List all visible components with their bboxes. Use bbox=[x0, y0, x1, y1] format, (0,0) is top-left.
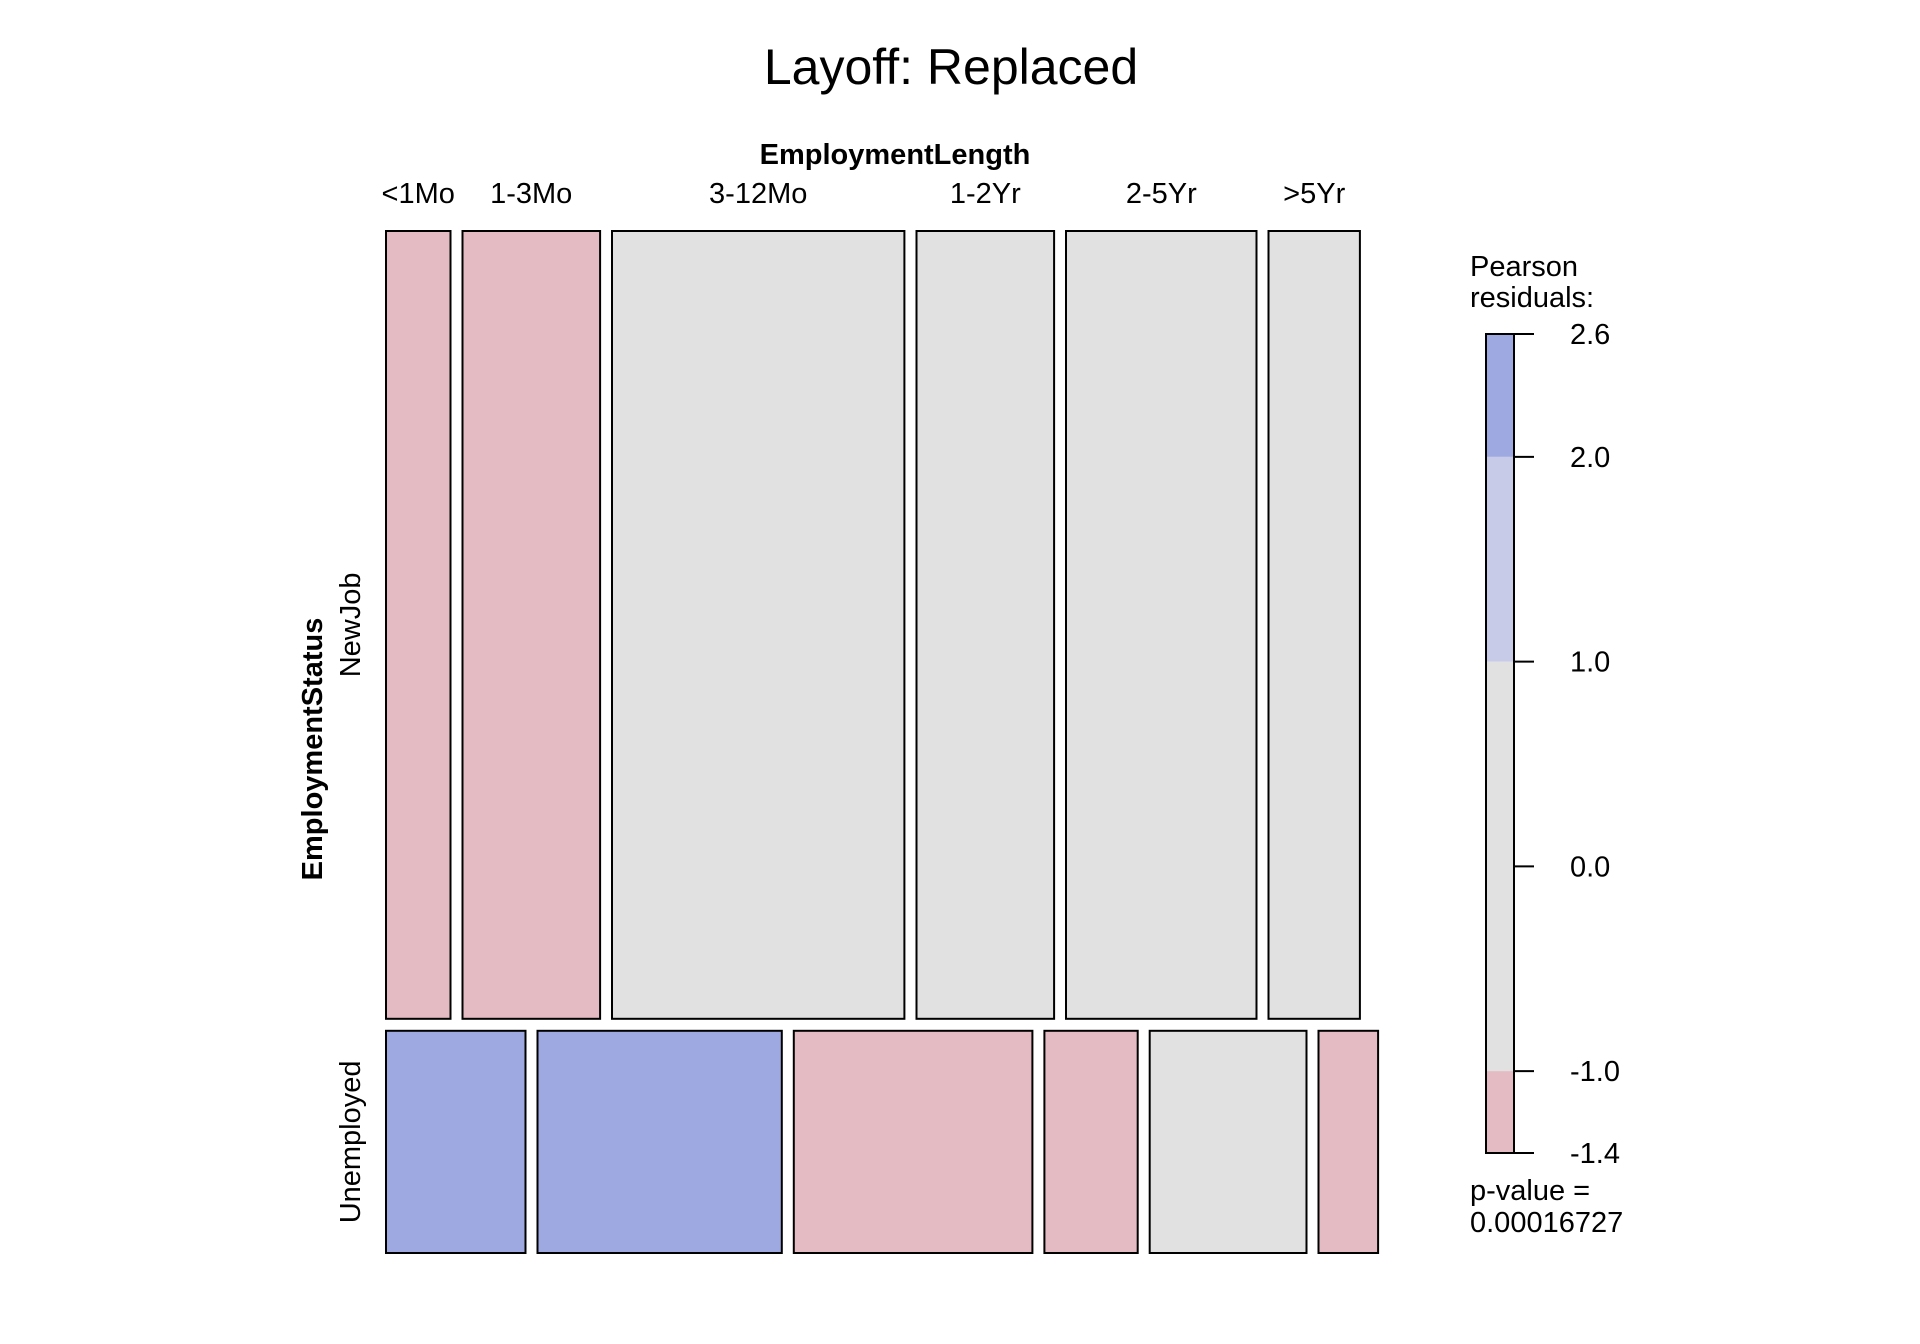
legend-band-neg bbox=[1486, 1071, 1514, 1153]
x-axis-title: EmploymentLength bbox=[760, 139, 1031, 171]
legend-tick-label: 1.0 bbox=[1570, 647, 1610, 679]
legend-title-line1: Pearson bbox=[1470, 251, 1578, 283]
x-label-lt1mo: <1Mo bbox=[382, 178, 455, 210]
cell-newjob-3-12mo bbox=[611, 230, 906, 1020]
cell-unemployed-1-3mo bbox=[536, 1029, 783, 1255]
x-label-1-2yr: 1-2Yr bbox=[950, 178, 1021, 210]
cell-newjob-lt1mo bbox=[385, 230, 452, 1020]
x-label-1-3mo: 1-3Mo bbox=[490, 178, 572, 210]
legend-band-pos-high bbox=[1486, 334, 1514, 457]
cell-unemployed-gt5yr bbox=[1317, 1029, 1380, 1255]
legend-tick-label: 2.6 bbox=[1570, 319, 1610, 351]
legend-ticks: 2.6 2.0 1.0 0.0 -1.0 -1.4 bbox=[1514, 319, 1620, 1170]
legend-band-pos-low bbox=[1486, 456, 1514, 662]
x-label-gt5yr: >5Yr bbox=[1283, 178, 1345, 210]
cell-unemployed-1-2yr bbox=[1043, 1029, 1139, 1255]
y-axis-title: EmploymentStatus bbox=[297, 618, 329, 881]
residual-legend: Pearson residuals: 2.62.01.00.0-1.0-1.4 … bbox=[1470, 251, 1623, 1239]
y-label-unemployed: Unemployed bbox=[335, 1060, 367, 1223]
legend-bar-frame bbox=[1485, 333, 1515, 1154]
y-label-newjob: NewJob bbox=[335, 573, 367, 678]
x-tick-labels: <1Mo 1-3Mo 3-12Mo 1-2Yr 2-5Yr >5Yr bbox=[382, 178, 1346, 210]
chart-title: Layoff: Replaced bbox=[764, 39, 1138, 95]
pvalue-line2: 0.00016727 bbox=[1470, 1207, 1623, 1239]
x-label-3-12mo: 3-12Mo bbox=[709, 178, 807, 210]
cell-unemployed-3-12mo bbox=[792, 1029, 1034, 1255]
y-tick-labels: NewJob Unemployed bbox=[335, 573, 367, 1224]
mosaic-cells bbox=[385, 230, 1380, 1255]
legend-title-line2: residuals: bbox=[1470, 282, 1594, 314]
x-label-2-5yr: 2-5Yr bbox=[1126, 178, 1197, 210]
cell-newjob-2-5yr bbox=[1065, 230, 1258, 1020]
cell-unemployed-lt1mo bbox=[385, 1029, 527, 1255]
cell-newjob-gt5yr bbox=[1267, 230, 1361, 1020]
legend-tick-label: -1.4 bbox=[1570, 1138, 1620, 1170]
pvalue-line1: p-value = bbox=[1470, 1175, 1590, 1207]
cell-newjob-1-2yr bbox=[915, 230, 1056, 1020]
legend-band-neutral bbox=[1486, 661, 1514, 1072]
legend-tick-label: 2.0 bbox=[1570, 442, 1610, 474]
legend-tick-label: -1.0 bbox=[1570, 1056, 1620, 1088]
legend-tick-label: 0.0 bbox=[1570, 851, 1610, 883]
legend-color-bar bbox=[1485, 333, 1515, 1154]
cell-newjob-1-3mo bbox=[461, 230, 602, 1020]
cell-unemployed-2-5yr bbox=[1148, 1029, 1308, 1255]
